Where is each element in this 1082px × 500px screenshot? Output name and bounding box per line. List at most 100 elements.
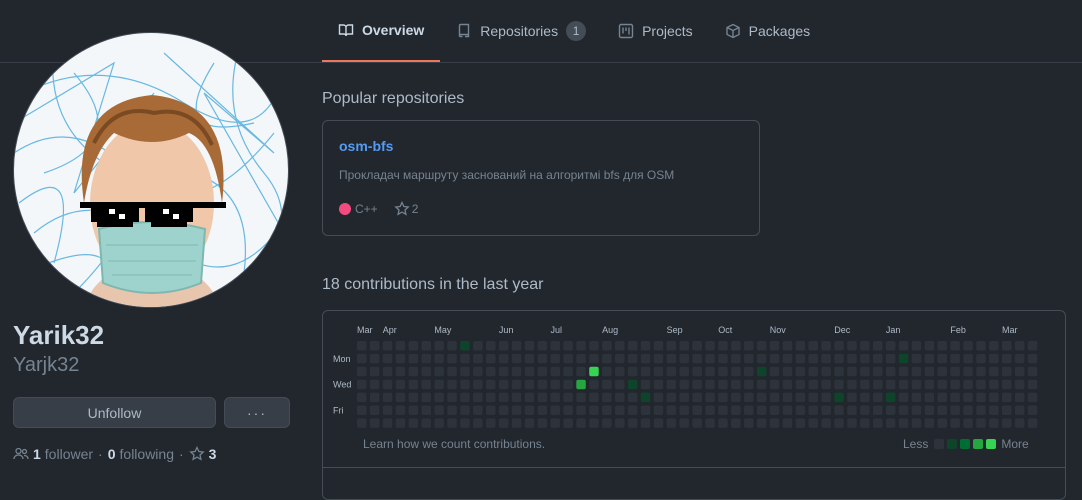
contribution-day-cell[interactable] bbox=[937, 341, 948, 351]
contribution-day-cell[interactable] bbox=[576, 405, 586, 416]
contribution-day-cell[interactable] bbox=[615, 392, 625, 403]
contribution-day-cell[interactable] bbox=[924, 353, 935, 364]
contribution-day-cell[interactable] bbox=[885, 353, 896, 364]
contribution-day-cell[interactable] bbox=[550, 341, 561, 351]
contribution-day-cell[interactable] bbox=[769, 418, 780, 428]
contribution-day-cell[interactable] bbox=[486, 418, 496, 428]
contribution-day-cell[interactable] bbox=[640, 341, 651, 351]
contribution-day-cell[interactable] bbox=[679, 418, 690, 428]
contribution-day-cell[interactable] bbox=[408, 366, 419, 377]
contribution-day-cell[interactable] bbox=[498, 405, 509, 416]
contribution-day-cell[interactable] bbox=[395, 392, 406, 403]
contribution-day-cell[interactable] bbox=[473, 353, 483, 364]
contribution-day-cell[interactable] bbox=[769, 379, 780, 390]
contribution-day-cell[interactable] bbox=[989, 341, 999, 351]
contribution-day-cell[interactable] bbox=[408, 341, 419, 351]
contribution-day-cell[interactable] bbox=[615, 405, 625, 416]
contribution-day-cell[interactable] bbox=[395, 418, 406, 428]
contribution-day-cell[interactable] bbox=[911, 366, 922, 377]
contribution-day-cell[interactable] bbox=[924, 379, 935, 390]
contribution-day-cell[interactable] bbox=[537, 392, 548, 403]
contribution-day-cell[interactable] bbox=[421, 418, 432, 428]
contribution-day-cell[interactable] bbox=[395, 353, 406, 364]
contribution-day-cell[interactable] bbox=[1014, 405, 1025, 416]
contribution-day-cell[interactable] bbox=[963, 341, 973, 351]
contribution-day-cell[interactable] bbox=[395, 366, 406, 377]
contribution-day-cell[interactable] bbox=[421, 405, 432, 416]
contribution-day-cell[interactable] bbox=[1002, 392, 1012, 403]
contribution-day-cell[interactable] bbox=[989, 418, 999, 428]
contribution-day-cell[interactable] bbox=[640, 379, 651, 390]
contribution-day-cell[interactable] bbox=[950, 353, 960, 364]
contribution-day-cell[interactable] bbox=[460, 405, 470, 416]
contribution-day-cell[interactable] bbox=[1002, 379, 1012, 390]
contribution-day-cell[interactable] bbox=[860, 392, 870, 403]
contribution-day-cell[interactable] bbox=[382, 341, 393, 351]
contribution-day-cell[interactable] bbox=[524, 418, 535, 428]
contribution-day-cell[interactable] bbox=[666, 366, 677, 377]
contribution-day-cell[interactable] bbox=[498, 341, 509, 351]
contribution-day-cell[interactable] bbox=[460, 341, 470, 351]
contribution-day-cell[interactable] bbox=[769, 405, 780, 416]
contribution-day-cell[interactable] bbox=[434, 379, 444, 390]
contribution-day-cell[interactable] bbox=[511, 366, 522, 377]
contribution-day-cell[interactable] bbox=[486, 366, 496, 377]
contribution-day-cell[interactable] bbox=[357, 418, 367, 428]
contribution-day-cell[interactable] bbox=[627, 405, 638, 416]
contribution-day-cell[interactable] bbox=[473, 379, 483, 390]
contribution-day-cell[interactable] bbox=[769, 353, 780, 364]
contribution-day-cell[interactable] bbox=[718, 353, 728, 364]
contribution-day-cell[interactable] bbox=[524, 379, 535, 390]
contribution-day-cell[interactable] bbox=[705, 379, 715, 390]
contribution-day-cell[interactable] bbox=[498, 366, 509, 377]
more-options-button[interactable]: ··· bbox=[224, 397, 290, 428]
contribution-day-cell[interactable] bbox=[756, 341, 767, 351]
contribution-day-cell[interactable] bbox=[692, 353, 702, 364]
contribution-day-cell[interactable] bbox=[705, 405, 715, 416]
contribution-day-cell[interactable] bbox=[602, 379, 612, 390]
contribution-day-cell[interactable] bbox=[537, 418, 548, 428]
contribution-day-cell[interactable] bbox=[718, 418, 728, 428]
contribution-day-cell[interactable] bbox=[731, 418, 741, 428]
contribution-day-cell[interactable] bbox=[731, 341, 741, 351]
contribution-day-cell[interactable] bbox=[860, 418, 870, 428]
contribution-day-cell[interactable] bbox=[873, 405, 883, 416]
contribution-day-cell[interactable] bbox=[834, 379, 844, 390]
contribution-day-cell[interactable] bbox=[537, 405, 548, 416]
contribution-day-cell[interactable] bbox=[1027, 405, 1038, 416]
contribution-day-cell[interactable] bbox=[563, 418, 573, 428]
contribution-day-cell[interactable] bbox=[847, 341, 857, 351]
contribution-day-cell[interactable] bbox=[898, 366, 909, 377]
contribution-day-cell[interactable] bbox=[589, 418, 599, 428]
contribution-day-cell[interactable] bbox=[434, 392, 444, 403]
contribution-day-cell[interactable] bbox=[640, 366, 651, 377]
contribution-day-cell[interactable] bbox=[885, 341, 896, 351]
contribution-day-cell[interactable] bbox=[563, 353, 573, 364]
contribution-day-cell[interactable] bbox=[692, 366, 702, 377]
contribution-day-cell[interactable] bbox=[524, 405, 535, 416]
contribution-day-cell[interactable] bbox=[447, 405, 457, 416]
contribution-day-cell[interactable] bbox=[473, 392, 483, 403]
contribution-day-cell[interactable] bbox=[421, 353, 432, 364]
contribution-day-cell[interactable] bbox=[434, 418, 444, 428]
contribution-day-cell[interactable] bbox=[950, 418, 960, 428]
contribution-day-cell[interactable] bbox=[898, 405, 909, 416]
contribution-day-cell[interactable] bbox=[511, 392, 522, 403]
contribution-day-cell[interactable] bbox=[576, 366, 586, 377]
contribution-day-cell[interactable] bbox=[382, 418, 393, 428]
contribution-day-cell[interactable] bbox=[976, 353, 986, 364]
contribution-day-cell[interactable] bbox=[395, 379, 406, 390]
contribution-day-cell[interactable] bbox=[795, 353, 806, 364]
contribution-day-cell[interactable] bbox=[369, 405, 380, 416]
contribution-day-cell[interactable] bbox=[873, 341, 883, 351]
contribution-day-cell[interactable] bbox=[834, 405, 844, 416]
contribution-day-cell[interactable] bbox=[821, 341, 831, 351]
contribution-day-cell[interactable] bbox=[950, 379, 960, 390]
contribution-day-cell[interactable] bbox=[408, 353, 419, 364]
contribution-day-cell[interactable] bbox=[653, 353, 664, 364]
contribution-day-cell[interactable] bbox=[640, 392, 651, 403]
contribution-day-cell[interactable] bbox=[756, 366, 767, 377]
contribution-day-cell[interactable] bbox=[421, 366, 432, 377]
contribution-day-cell[interactable] bbox=[408, 379, 419, 390]
contribution-day-cell[interactable] bbox=[976, 341, 986, 351]
